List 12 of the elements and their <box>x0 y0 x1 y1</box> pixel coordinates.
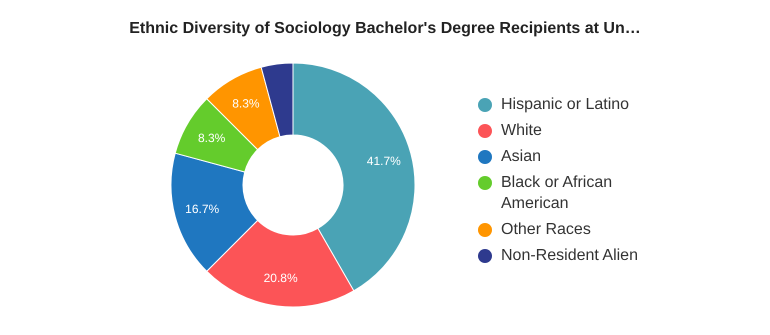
legend-label: Black or African American <box>501 173 614 214</box>
legend-label: Other Races <box>501 220 591 240</box>
legend-label: Asian <box>501 147 542 167</box>
legend-label: Hispanic or Latino <box>501 95 630 115</box>
legend-label: Non-Resident Alien <box>501 246 638 266</box>
data-label: 8.3% <box>198 130 226 145</box>
data-label: 41.7% <box>366 154 402 168</box>
chart-title: Ethnic Diversity of Sociology Bachelor's Degree Recipients at Un… <box>128 20 642 38</box>
data-label: 20.8% <box>264 271 298 286</box>
legend-label: White <box>501 121 542 141</box>
data-label: 8.3% <box>232 96 260 111</box>
data-label: 16.7% <box>185 202 220 216</box>
